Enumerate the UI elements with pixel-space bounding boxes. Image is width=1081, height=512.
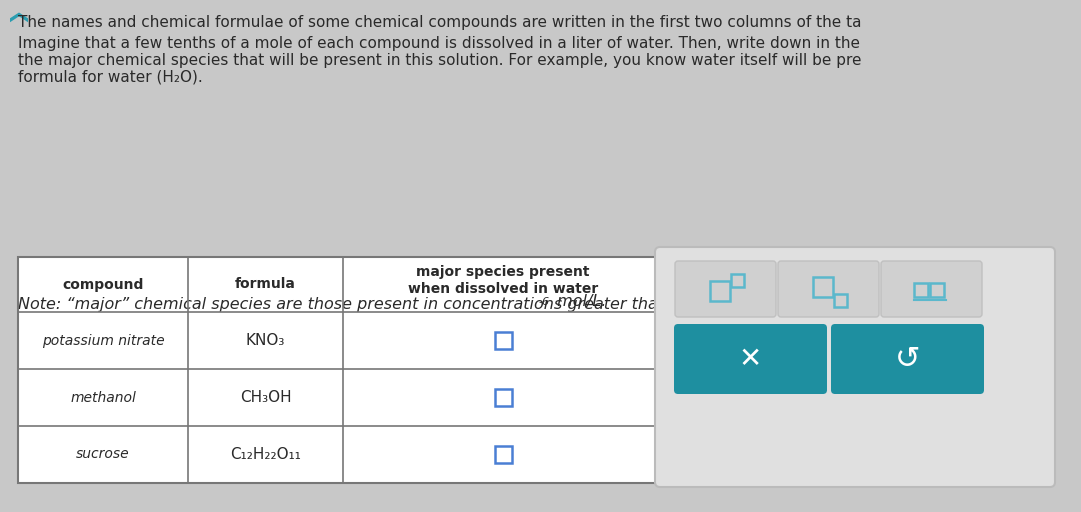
Text: potassium nitrate: potassium nitrate <box>42 333 164 348</box>
Bar <box>913 283 927 297</box>
FancyBboxPatch shape <box>778 261 879 317</box>
Bar <box>494 332 511 349</box>
Text: ✕: ✕ <box>739 345 762 373</box>
Text: ↺: ↺ <box>895 345 920 373</box>
Text: The names and chemical formulae of some chemical compounds are written in the fi: The names and chemical formulae of some … <box>18 15 862 30</box>
Text: formula: formula <box>235 278 296 291</box>
Text: Imagine that a few tenths of a mole of each compound is dissolved in a liter of : Imagine that a few tenths of a mole of e… <box>18 36 860 51</box>
FancyBboxPatch shape <box>673 324 827 394</box>
Text: C₁₂H₂₂O₁₁: C₁₂H₂₂O₁₁ <box>230 447 301 462</box>
Text: mol/L.: mol/L. <box>551 294 606 309</box>
Text: ❯: ❯ <box>8 7 26 22</box>
Bar <box>833 294 846 307</box>
Bar <box>709 281 730 301</box>
Bar <box>930 283 944 297</box>
Text: sucrose: sucrose <box>76 447 130 461</box>
Text: methanol: methanol <box>70 391 136 404</box>
Bar <box>494 389 511 406</box>
Bar <box>813 277 832 297</box>
FancyBboxPatch shape <box>881 261 982 317</box>
Bar <box>18 257 663 483</box>
Text: compound: compound <box>63 278 144 291</box>
FancyBboxPatch shape <box>675 261 776 317</box>
Text: formula for water (H₂O).: formula for water (H₂O). <box>18 70 203 85</box>
Bar <box>18 257 663 483</box>
Text: CH₃OH: CH₃OH <box>240 390 291 405</box>
Text: -6: -6 <box>538 297 550 307</box>
Text: major species present
when dissolved in water: major species present when dissolved in … <box>408 265 598 295</box>
Bar <box>731 274 744 287</box>
FancyBboxPatch shape <box>831 324 984 394</box>
Text: the major chemical species that will be present in this solution. For example, y: the major chemical species that will be … <box>18 53 862 68</box>
Text: KNO₃: KNO₃ <box>245 333 285 348</box>
Text: Note: “major” chemical species are those present in concentrations greater than : Note: “major” chemical species are those… <box>18 297 693 312</box>
FancyBboxPatch shape <box>655 247 1055 487</box>
Bar <box>494 446 511 463</box>
